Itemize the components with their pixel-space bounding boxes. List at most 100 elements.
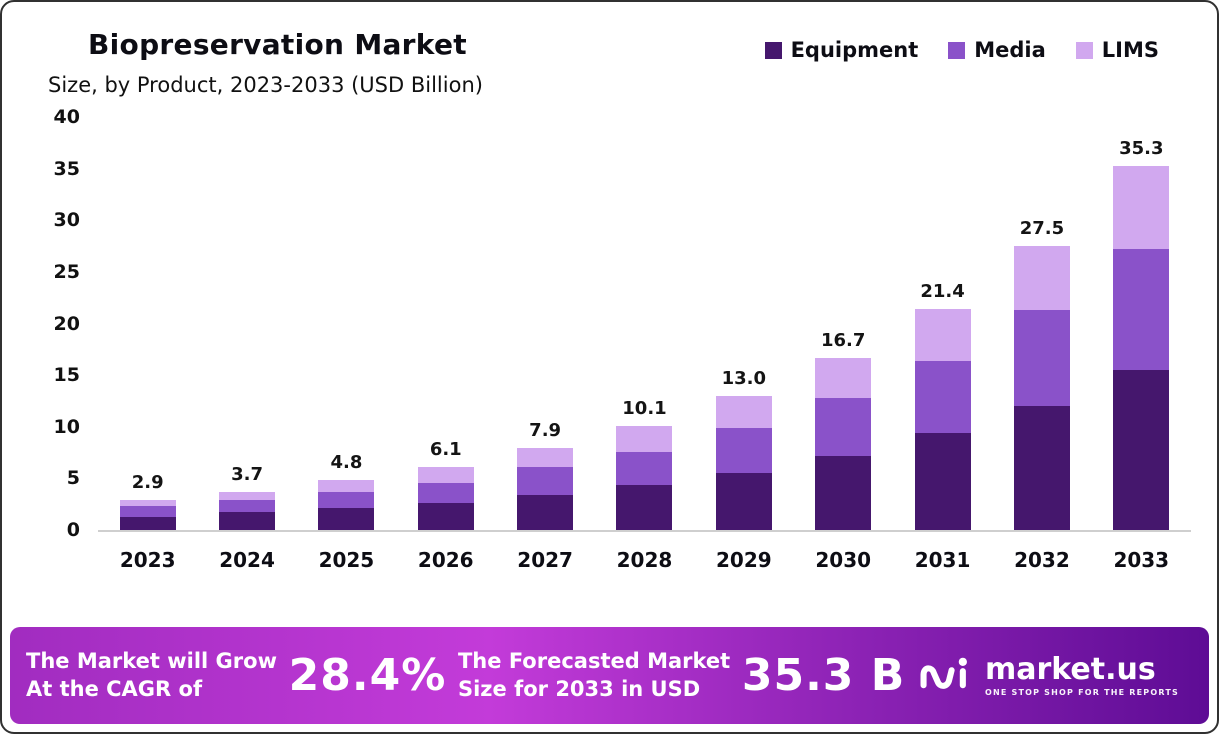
bar-group-2029: 13.0 [694,117,793,530]
brand-name: market.us [984,651,1156,687]
bar-segment-lims [815,357,872,398]
y-tick-label: 0 [66,519,80,541]
bar-segment-lims [517,448,574,468]
legend: Equipment Media LIMS [764,38,1159,62]
legend-item-media: Media [948,38,1046,62]
stacked-bar-2027 [517,448,574,530]
bar-segment-equipment [417,503,474,530]
stacked-bar-2029 [715,395,772,530]
legend-label: LIMS [1101,38,1159,62]
y-axis: 0 5 10 15 20 25 30 35 40 [32,106,80,541]
bar-segment-equipment [219,512,276,530]
bar-segment-lims [914,309,971,361]
bar-total-label: 10.1 [622,397,667,419]
bar-segment-lims [119,500,176,507]
bar-segment-media [417,482,474,504]
bar-segment-equipment [616,484,673,530]
bar-group-2024: 3.7 [197,117,296,530]
x-axis-labels: 2023 2024 2025 2026 2027 2028 2029 2030 2031 2032… [98,548,1191,572]
bar-segment-equipment [119,516,176,530]
footer-banner: The Market will Grow At the CAGR of 28.4… [10,627,1209,724]
x-tick-label: 2030 [815,548,872,572]
chart-area: 0 5 10 15 20 25 30 35 40 2.9 3.7 4.8 6.1 7.9 10.1 13.0… [32,106,1191,613]
bar-segment-media [815,397,872,456]
bar-total-label: 6.1 [429,439,462,461]
bar-group-2026: 6.1 [396,117,495,530]
legend-swatch-lims [1075,41,1093,59]
bar-segment-media [119,506,176,517]
bar-group-2025: 4.8 [297,117,396,530]
bar-segment-equipment [815,455,872,530]
x-tick-label: 2025 [318,548,375,572]
bar-segment-equipment [1013,406,1070,530]
bar-segment-media [1113,249,1170,370]
bar-segment-media [914,360,971,433]
bar-group-2028: 10.1 [595,117,694,530]
brand-tagline: ONE STOP SHOP FOR THE REPORTS [984,687,1179,697]
stacked-bar-2030 [815,357,872,530]
bar-segment-equipment [517,494,574,530]
y-tick-label: 10 [53,415,80,438]
y-tick-label: 15 [53,364,80,387]
cagr-label-line2: At the CAGR of [26,676,203,701]
bar-segment-lims [1113,165,1170,250]
bar-segment-media [1013,310,1070,407]
chart-header: Biopreservation Market Size, by Product,… [2,2,1217,97]
y-tick-label: 25 [53,260,80,283]
forecast-label-line2: Size for 2033 in USD [457,676,701,701]
x-tick-label: 2024 [219,548,275,572]
bar-total-label: 4.8 [330,452,363,474]
legend-label: Media [974,38,1046,62]
y-tick-label: 5 [66,467,80,490]
bar-segment-lims [616,425,673,452]
bar-segment-lims [1013,246,1070,311]
bar-segment-media [517,467,574,495]
bar-segment-equipment [715,473,772,530]
bar-segment-equipment [914,432,971,530]
x-tick-label: 2032 [1014,548,1070,572]
y-tick-label: 20 [53,312,80,335]
bar-total-label: 3.7 [231,463,263,485]
x-tick-label: 2023 [119,548,176,572]
bar-total-label: 35.3 [1119,137,1164,159]
bar-segment-media [219,500,276,513]
legend-label: Equipment [790,38,919,62]
x-tick-label: 2028 [616,548,673,572]
bar-total-label: 27.5 [1019,218,1065,240]
cagr-value: 28.4% [288,650,447,701]
cagr-label: The Market will Grow At the CAGR of [26,648,277,703]
bar-segment-equipment [1113,370,1170,530]
x-tick-label: 2026 [417,548,474,572]
legend-swatch-equipment [764,41,782,59]
stacked-bar-2033 [1113,165,1170,530]
bar-segment-media [318,491,375,509]
stacked-bar-2026 [417,467,474,530]
bar-total-label: 16.7 [820,329,866,351]
bar-group-2023: 2.9 [98,117,197,530]
stacked-bar-2023 [119,500,176,530]
plot-area: 2.9 3.7 4.8 6.1 7.9 10.1 13.0 16.7 21.4 27.5 35.3 [98,117,1191,532]
x-tick-label: 2027 [517,548,573,572]
bar-group-2031: 21.4 [893,117,992,530]
bar-segment-lims [417,467,474,483]
stacked-bar-2024 [219,491,276,530]
brand-block: market.us ONE STOP SHOP FOR THE REPORTS [917,654,1179,698]
y-tick-label: 35 [53,157,80,180]
x-tick-label: 2031 [914,548,971,572]
market-us-logo-icon [917,654,975,698]
bar-total-label: 13.0 [721,367,767,389]
stacked-bar-2031 [914,309,971,530]
bar-group-2030: 16.7 [794,117,893,530]
forecast-label: The Forecasted Market Size for 2033 in U… [458,648,730,703]
bar-segment-media [715,427,772,474]
bar-segment-media [616,451,673,485]
chart-subtitle: Size, by Product, 2023-2033 (USD Billion… [48,73,483,97]
brand-text: market.us ONE STOP SHOP FOR THE REPORTS [984,651,1179,697]
bar-total-label: 21.4 [920,281,965,303]
bar-segment-equipment [318,508,375,530]
bar-segment-lims [219,491,276,501]
bar-group-2032: 27.5 [992,117,1091,530]
x-tick-label: 2033 [1113,548,1170,572]
x-tick-label: 2029 [716,548,772,572]
